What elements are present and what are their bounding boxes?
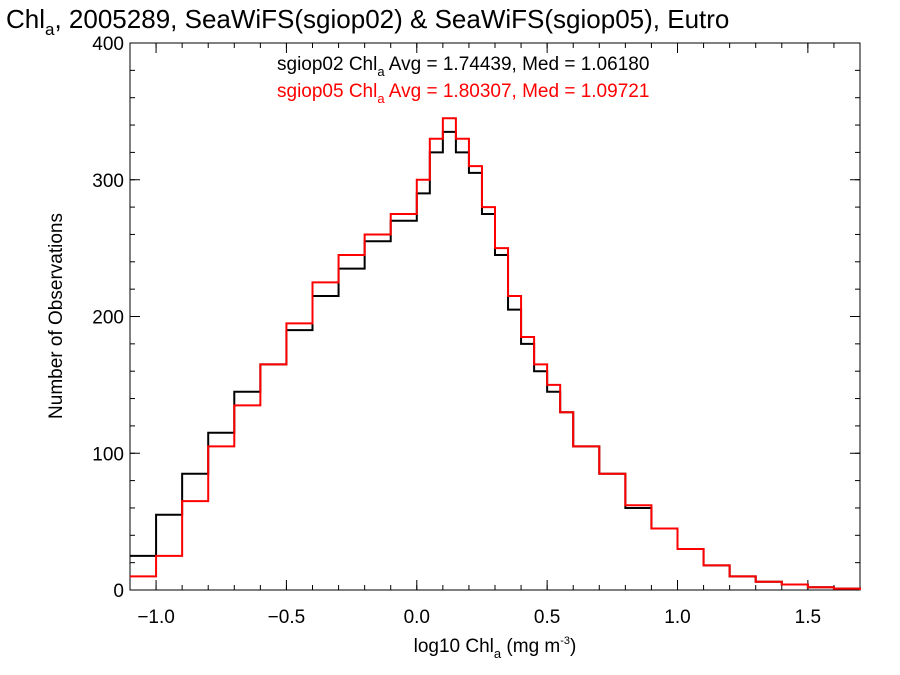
x-tick-label: 0.0	[404, 607, 430, 628]
y-tick-label: 100	[92, 444, 124, 465]
x-tick-label: 1.0	[664, 607, 690, 628]
x-tick-label: −0.5	[268, 607, 306, 628]
y-axis-label: Number of Observations	[46, 213, 67, 419]
series-sgiop05-line	[130, 117, 861, 590]
y-axis: 0 100 200 300 400	[92, 34, 860, 602]
series-sgiop02-line	[130, 130, 861, 590]
series-layer	[130, 117, 861, 590]
y-tick-label: 0	[113, 581, 124, 602]
x-tick-label: −1.0	[137, 607, 175, 628]
y-tick-label: 400	[92, 34, 124, 55]
chart-title: Chla, 2005289, SeaWiFS(sgiop02) & SeaWiF…	[6, 4, 729, 39]
y-tick-label: 200	[92, 308, 124, 329]
annotation-sgiop05: sgiop05 Chla Avg = 1.80307, Med = 1.0972…	[277, 81, 649, 106]
x-tick-label: 0.5	[534, 607, 560, 628]
y-tick-label: 300	[92, 171, 124, 192]
x-tick-label: 1.5	[795, 607, 821, 628]
x-axis-label: log10 Chla (mg m-3)	[414, 635, 577, 661]
annotation-sgiop02: sgiop02 Chla Avg = 1.74439, Med = 1.0618…	[277, 54, 649, 79]
x-axis: −1.0 −0.5 0.0 0.5 1.0 1.5	[129, 43, 861, 628]
plot-frame	[129, 42, 861, 591]
